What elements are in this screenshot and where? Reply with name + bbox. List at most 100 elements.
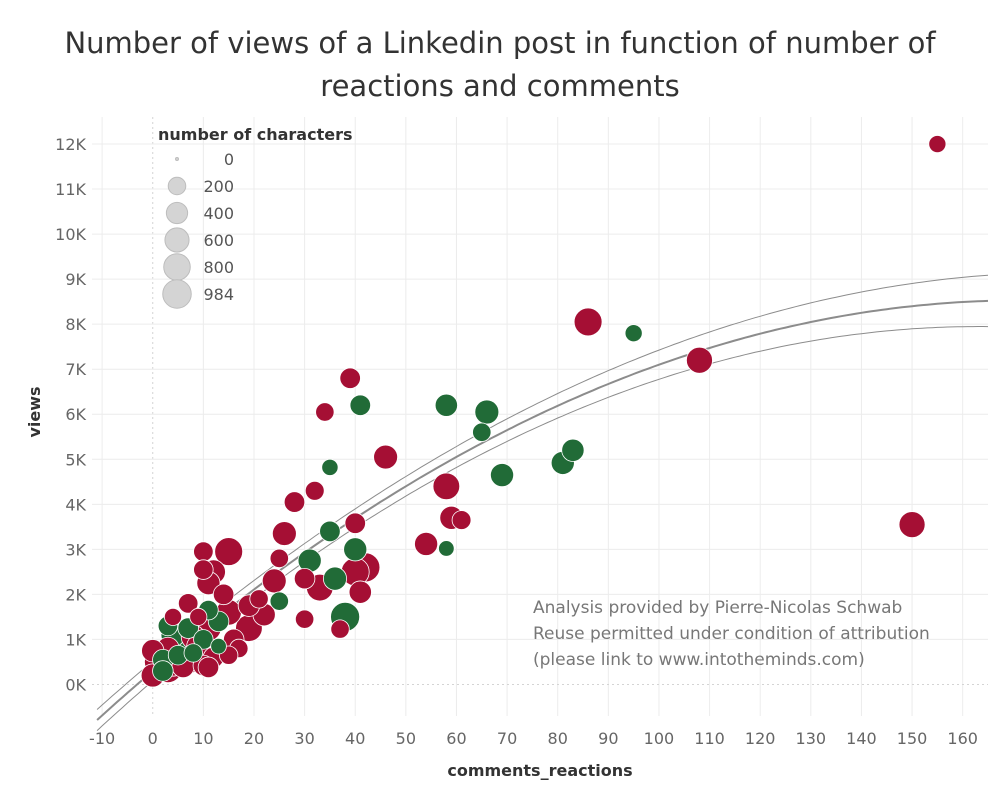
x-tick-label: 30 [294, 729, 314, 748]
x-tick-label: -10 [89, 729, 115, 748]
x-tick-label: 140 [846, 729, 877, 748]
size-legend-circle [163, 253, 191, 281]
data-point [330, 619, 350, 639]
data-points [140, 135, 947, 688]
data-point [294, 609, 315, 629]
y-tick-label: 12K [55, 135, 86, 154]
data-point [214, 537, 244, 566]
y-tick-label: 8K [65, 315, 86, 334]
x-tick-label: 10 [193, 729, 213, 748]
data-point [304, 480, 325, 501]
y-tick-label: 6K [65, 405, 86, 424]
data-point [193, 541, 214, 562]
data-point [414, 531, 439, 556]
size-legend-label: 400 [203, 204, 234, 223]
attribution-note: Analysis provided by Pierre-Nicolas Schw… [533, 598, 930, 670]
size-legend-label: 800 [203, 258, 234, 277]
data-point [348, 580, 372, 604]
data-point [249, 589, 269, 609]
data-point [271, 521, 297, 546]
x-tick-label: 60 [446, 729, 466, 748]
data-point [321, 458, 339, 476]
x-tick-label: 160 [947, 729, 978, 748]
size-legend-circle [164, 227, 190, 253]
data-point [189, 607, 208, 626]
data-point [686, 346, 713, 374]
data-point [472, 422, 492, 442]
data-point [152, 660, 174, 682]
x-tick-label: 50 [396, 729, 416, 748]
data-point [474, 399, 500, 425]
chart-title-line-1: Number of views of a Linkedin post in fu… [64, 26, 936, 60]
data-point [432, 472, 461, 501]
data-point [344, 512, 366, 534]
y-axis-title: views [25, 386, 44, 437]
attribution-line-2: Reuse permitted under condition of attri… [533, 624, 930, 644]
attribution-line-3: (please link to www.intotheminds.com) [533, 650, 865, 670]
data-point [212, 583, 235, 606]
y-tick-label: 10K [55, 225, 86, 244]
data-point [561, 438, 585, 462]
data-point [343, 537, 368, 562]
data-point [438, 540, 455, 557]
size-legend-circle [165, 201, 189, 225]
data-point [928, 135, 947, 154]
data-point [283, 491, 306, 513]
y-tick-label: 9K [65, 270, 86, 289]
size-legend-label: 600 [203, 231, 234, 250]
x-tick-label: 100 [644, 729, 675, 748]
data-point [193, 629, 214, 650]
y-tick-label: 5K [65, 450, 86, 469]
data-point [315, 402, 335, 422]
data-point [293, 567, 316, 590]
y-tick-label: 11K [55, 180, 86, 199]
data-point [451, 510, 472, 530]
size-legend-circle [167, 176, 187, 196]
size-legend-circle [175, 157, 179, 161]
data-point [349, 394, 371, 416]
y-tick-label: 7K [65, 360, 86, 379]
data-point [163, 607, 182, 626]
data-point [434, 393, 458, 417]
tick-labels: -10 0 10 20 30 40 50 60 70 80 90 100 110 120 130 140 150… [55, 135, 978, 748]
y-tick-label: 2K [65, 585, 86, 604]
x-tick-label: 150 [897, 729, 928, 748]
data-point [269, 591, 289, 611]
size-legend-circle [162, 279, 192, 309]
y-tick-label: 1K [65, 630, 86, 649]
data-point [373, 444, 398, 470]
x-tick-label: 20 [244, 729, 264, 748]
x-tick-label: 0 [148, 729, 158, 748]
data-point [269, 548, 289, 569]
x-axis-title: comments_reactions [447, 761, 632, 780]
data-point [573, 307, 603, 337]
data-point [183, 643, 203, 663]
x-tick-label: 120 [745, 729, 776, 748]
data-point [898, 511, 926, 539]
x-tick-label: 130 [796, 729, 827, 748]
chart-title-line-2: reactions and comments [320, 69, 679, 103]
data-point [339, 367, 361, 389]
x-tick-label: 110 [694, 729, 725, 748]
x-tick-label: 70 [497, 729, 517, 748]
data-point [490, 463, 515, 488]
data-point [261, 568, 287, 594]
size-legend: number of characters 0 200 400 600 800 984 [158, 125, 353, 309]
data-point [177, 593, 199, 614]
data-point [322, 566, 347, 591]
y-tick-label: 0K [65, 675, 86, 694]
data-point [193, 559, 214, 580]
attribution-line-1: Analysis provided by Pierre-Nicolas Schw… [533, 598, 902, 618]
data-point [624, 324, 643, 343]
data-point [210, 637, 227, 655]
y-tick-label: 3K [65, 540, 86, 559]
data-point [197, 656, 220, 679]
data-point [319, 520, 341, 543]
x-tick-label: 40 [345, 729, 365, 748]
size-legend-label: 200 [203, 177, 234, 196]
y-tick-label: 4K [65, 495, 86, 514]
x-tick-label: 80 [548, 729, 568, 748]
confidence-upper-line [96, 274, 989, 710]
size-legend-label: 984 [203, 285, 234, 304]
